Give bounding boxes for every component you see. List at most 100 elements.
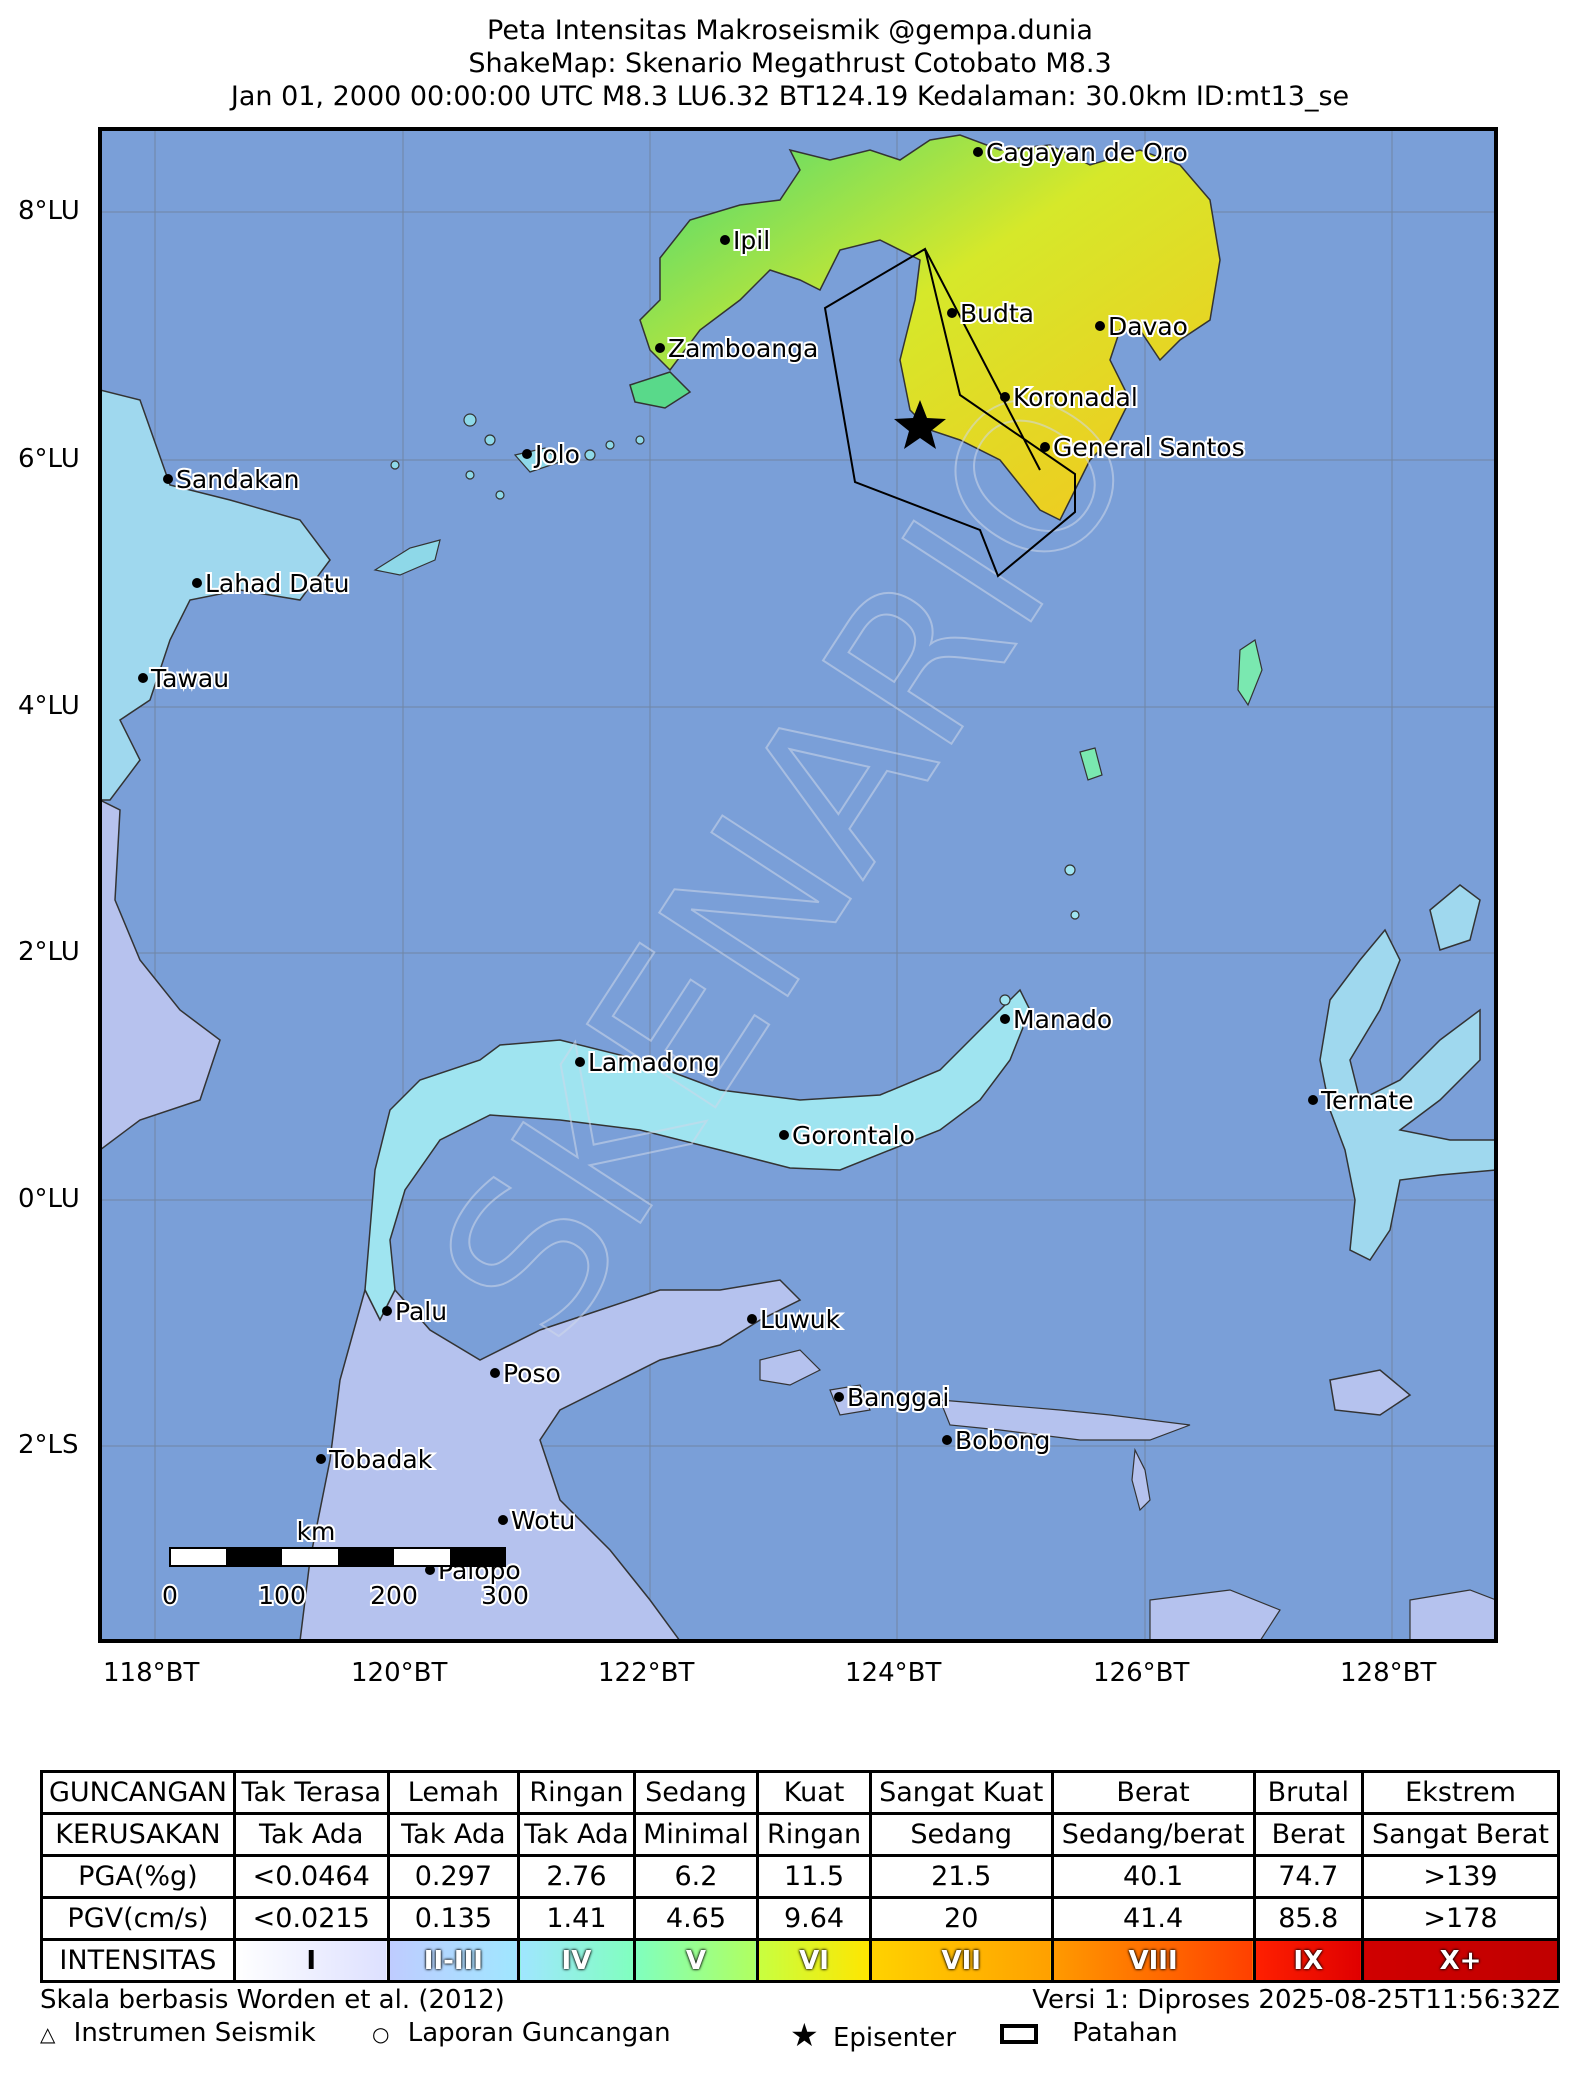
legend-row: KERUSAKAN Tak Ada Tak Ada Tak Ada Minimal Rin…	[40, 1812, 1560, 1857]
version-note: Versi 1: Diproses 2025-08-25T11:56:32Z	[1032, 1985, 1560, 2015]
legend-cell: 2.76	[517, 1854, 636, 1899]
city-dot	[498, 1515, 508, 1525]
city-dot	[1095, 321, 1105, 331]
borneo-island	[100, 389, 331, 801]
legend-cell: 1.41	[517, 1896, 636, 1941]
scale-note: Skala berbasis Worden et al. (2012)	[40, 1985, 505, 2015]
city-label: Sandakan	[176, 465, 299, 494]
scale-bar-tick-200: 200	[370, 1581, 418, 1610]
legend-cell: 0.297	[386, 1854, 521, 1899]
scale-bar-unit: km	[297, 1517, 336, 1546]
legend-row-header: PGV(cm/s)	[40, 1896, 236, 1941]
basilan-island	[629, 371, 692, 409]
city-label: Ipil	[733, 226, 770, 255]
legend-key-epicenter: ★ Episenter	[790, 2016, 956, 2054]
sangihe-talaud-islands	[999, 639, 1263, 1006]
legend-row-header: PGA(%g)	[40, 1854, 236, 1899]
legend-cell: >178	[1361, 1896, 1560, 1941]
city-dot	[382, 1306, 392, 1316]
city-label: Koronadal	[1013, 383, 1138, 412]
intensity-swatch: VII	[868, 1938, 1054, 1983]
banggai-islands	[759, 1349, 1496, 1641]
legend-cell: 41.4	[1050, 1896, 1256, 1941]
scale-bar-tick-300: 300	[481, 1581, 529, 1610]
intensity-swatch: VIII	[1050, 1938, 1256, 1983]
lon-label-122: 122°BT	[598, 1658, 695, 1688]
lat-label-6n: 6°LU	[18, 444, 80, 474]
legend-cell: 40.1	[1050, 1854, 1256, 1899]
legend-cell: Tak Ada	[386, 1812, 521, 1857]
city-dot	[747, 1314, 757, 1324]
city-dot	[1000, 392, 1010, 402]
intensity-swatch: IX	[1252, 1938, 1365, 1983]
city-dot	[779, 1130, 789, 1140]
circle-icon: ○	[372, 2022, 390, 2046]
legend-cell: 9.64	[756, 1896, 872, 1941]
obi-islands	[1329, 1369, 1412, 1416]
legend-cell: Sangat Kuat	[868, 1770, 1054, 1815]
legend-cell: 0.135	[386, 1896, 521, 1941]
lon-label-128: 128°BT	[1340, 1658, 1437, 1688]
epicenter-label: Episenter	[832, 2023, 957, 2053]
lon-label-126: 126°BT	[1093, 1658, 1190, 1688]
legend-cell: >139	[1361, 1854, 1560, 1899]
city-dot	[138, 673, 148, 683]
city-label: Lamadong	[588, 1048, 720, 1077]
legend-cell: Tak Terasa	[232, 1770, 390, 1815]
legend-cell: Minimal	[632, 1812, 760, 1857]
city-dot	[655, 343, 665, 353]
legend-cell: 20	[868, 1896, 1054, 1941]
lat-label-2s: 2°LS	[18, 1430, 79, 1460]
city-dot	[834, 1392, 844, 1402]
city-dot	[163, 474, 173, 484]
legend-cell: Ringan	[756, 1812, 872, 1857]
lat-label-8n: 8°LU	[18, 196, 80, 226]
instrument-label: Instrumen Seismik	[73, 2018, 316, 2048]
legend-cell: <0.0464	[232, 1854, 390, 1899]
intensity-swatch: I	[232, 1938, 390, 1983]
lon-label-120: 120°BT	[351, 1658, 448, 1688]
lon-label-124: 124°BT	[845, 1658, 942, 1688]
city-label: Davao	[1108, 312, 1188, 341]
legend-cell: Ringan	[517, 1770, 636, 1815]
fault-rupture-outline	[823, 247, 1076, 578]
legend-cell: <0.0215	[232, 1896, 390, 1941]
epicenter-star	[894, 400, 946, 449]
city-dot	[192, 578, 202, 588]
city-label: Tawau	[150, 664, 229, 693]
city-dot	[316, 1454, 326, 1464]
city-label: Bobong	[955, 1426, 1050, 1455]
city-dot	[1308, 1095, 1318, 1105]
legend-row: PGA(%g) <0.0464 0.297 2.76 6.2 11.5 21.5 40.1 74…	[40, 1854, 1560, 1899]
intensity-swatch: V	[632, 1938, 760, 1983]
scale-bar: km 0 100 200 300	[160, 1515, 531, 1612]
fault-label: Patahan	[1072, 2018, 1178, 2048]
legend-cell: Tak Ada	[517, 1812, 636, 1857]
legend-cell: 6.2	[632, 1854, 760, 1899]
city-dot	[942, 1435, 952, 1445]
legend-cell: Sedang	[868, 1812, 1054, 1857]
map-title-line-2: ShakeMap: Skenario Megathrust Cotobato M…	[468, 48, 1112, 79]
city-label: Lahad Datu	[205, 569, 349, 598]
legend-row-header: INTENSITAS	[40, 1938, 236, 1983]
fault-rectangle-icon	[1000, 2023, 1038, 2044]
legend-cell: Sedang/berat	[1050, 1812, 1256, 1857]
star-icon: ★	[790, 2016, 819, 2054]
city-label: Poso	[503, 1359, 561, 1388]
sea	[100, 129, 1496, 1641]
city-markers: Cagayan de Oro Ipil Budta Davao Zamboanga Kor…	[138, 136, 1416, 1587]
report-label: Laporan Guncangan	[407, 2018, 671, 2048]
sulawesi-north-arm	[364, 988, 1031, 1322]
city-label: Manado	[1013, 1005, 1112, 1034]
city-dot	[522, 449, 532, 459]
map-title-line-3: Jan 01, 2000 00:00:00 UTC M8.3 LU6.32 BT…	[230, 81, 1350, 112]
city-label: Jolo	[533, 440, 580, 469]
lat-label-2n: 2°LU	[18, 937, 80, 967]
lat-label-4n: 4°LU	[18, 691, 80, 721]
legend-cell: Ekstrem	[1361, 1770, 1560, 1815]
city-label: Tobadak	[328, 1445, 433, 1474]
city-label: General Santos	[1053, 433, 1245, 462]
intensity-swatch: II-III	[386, 1938, 521, 1983]
scale-bar-tick-100: 100	[258, 1581, 306, 1610]
legend-cell: Berat	[1252, 1812, 1365, 1857]
